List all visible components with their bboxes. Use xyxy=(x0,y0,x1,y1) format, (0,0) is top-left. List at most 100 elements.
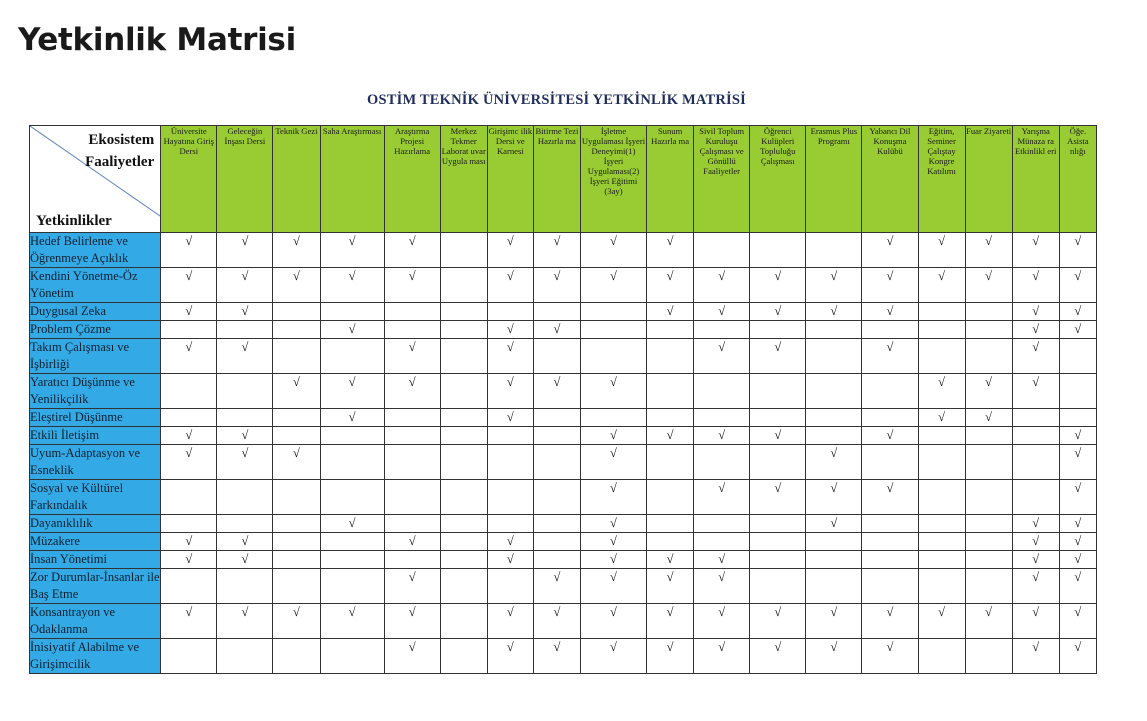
check-cell: √ xyxy=(805,302,863,321)
check-cell: √ xyxy=(1058,232,1098,268)
column-header: Merkez Tekmer Laborat uvar Uygula ması xyxy=(439,125,488,233)
empty-cell xyxy=(646,479,695,515)
check-cell: √ xyxy=(1011,550,1060,569)
check-cell: √ xyxy=(383,338,441,374)
empty-cell xyxy=(693,514,751,533)
empty-cell xyxy=(216,568,274,604)
check-cell: √ xyxy=(160,603,218,639)
check-cell: √ xyxy=(1011,338,1060,374)
check-cell: √ xyxy=(646,603,695,639)
empty-cell xyxy=(1011,426,1060,445)
diagonal-divider xyxy=(30,126,160,232)
empty-cell xyxy=(861,568,919,604)
empty-cell xyxy=(486,568,534,604)
empty-cell xyxy=(917,338,966,374)
empty-cell xyxy=(693,532,751,551)
check-cell: √ xyxy=(964,408,1013,427)
check-cell: √ xyxy=(216,444,274,480)
row-header: Konsantrayon ve Odaklanma xyxy=(28,603,162,639)
check-cell: √ xyxy=(160,302,218,321)
empty-cell xyxy=(861,514,919,533)
check-cell: √ xyxy=(646,426,695,445)
table-row: Uyum-Adaptasyon ve Esneklik √ √ √ √ √ √ xyxy=(28,444,1098,480)
check-cell: √ xyxy=(1058,426,1098,445)
check-cell: √ xyxy=(1058,267,1098,303)
empty-cell xyxy=(964,550,1013,569)
empty-cell xyxy=(805,373,863,409)
check-cell: √ xyxy=(160,338,218,374)
check-cell: √ xyxy=(383,603,441,639)
check-cell: √ xyxy=(964,267,1013,303)
empty-cell xyxy=(216,514,274,533)
column-header: Geleceğin İnşası Dersi xyxy=(216,125,274,233)
check-cell: √ xyxy=(1058,603,1098,639)
empty-cell xyxy=(486,514,534,533)
check-cell: √ xyxy=(319,320,385,339)
check-cell: √ xyxy=(805,267,863,303)
empty-cell xyxy=(805,426,863,445)
empty-cell xyxy=(749,320,807,339)
check-cell: √ xyxy=(532,603,581,639)
check-cell: √ xyxy=(272,267,321,303)
empty-cell xyxy=(383,444,441,480)
check-cell: √ xyxy=(579,568,648,604)
check-cell: √ xyxy=(160,267,218,303)
check-cell: √ xyxy=(486,267,534,303)
row-header: Takım Çalışması ve İşbirliği xyxy=(28,338,162,374)
check-cell: √ xyxy=(216,426,274,445)
corner-yetkinlikler-label: Yetkinlikler xyxy=(36,213,112,229)
table-row: Müzakere √ √ √ √ √ √ √ xyxy=(28,532,1098,551)
column-header: Girişimc ilik Dersi ve Karnesi xyxy=(486,125,534,233)
table-row: Sosyal ve Kültürel Farkındalık √ √ √ √ √ √ xyxy=(28,479,1098,515)
empty-cell xyxy=(272,426,321,445)
check-cell: √ xyxy=(861,232,919,268)
check-cell: √ xyxy=(579,603,648,639)
empty-cell xyxy=(272,638,321,674)
empty-cell xyxy=(319,638,385,674)
check-cell: √ xyxy=(272,603,321,639)
empty-cell xyxy=(216,479,274,515)
empty-cell xyxy=(160,514,218,533)
empty-cell xyxy=(439,232,488,268)
empty-cell xyxy=(805,320,863,339)
check-cell: √ xyxy=(216,232,274,268)
check-cell: √ xyxy=(646,568,695,604)
check-cell: √ xyxy=(160,426,218,445)
check-cell: √ xyxy=(532,568,581,604)
empty-cell xyxy=(917,479,966,515)
empty-cell xyxy=(160,408,218,427)
empty-cell xyxy=(439,426,488,445)
empty-cell xyxy=(272,550,321,569)
empty-cell xyxy=(749,532,807,551)
column-header: Sivil Toplum Kuruluşu Çalışması ve Gönül… xyxy=(693,125,751,233)
check-cell: √ xyxy=(486,232,534,268)
column-header: Üniversite Hayatına Giriş Dersi xyxy=(160,125,218,233)
check-cell: √ xyxy=(216,267,274,303)
check-cell: √ xyxy=(693,603,751,639)
empty-cell xyxy=(749,514,807,533)
check-cell: √ xyxy=(272,232,321,268)
check-cell: √ xyxy=(1058,302,1098,321)
empty-cell xyxy=(272,514,321,533)
column-header: Bitirme Tezi Hazırla ma xyxy=(532,125,581,233)
empty-cell xyxy=(439,479,488,515)
check-cell: √ xyxy=(917,373,966,409)
table-row: Hedef Belirleme ve Öğrenmeye Açıklık √ √ √ √… xyxy=(28,232,1098,268)
empty-cell xyxy=(964,444,1013,480)
check-cell: √ xyxy=(486,603,534,639)
empty-cell xyxy=(861,550,919,569)
check-cell: √ xyxy=(486,638,534,674)
check-cell: √ xyxy=(1011,373,1060,409)
check-cell: √ xyxy=(749,338,807,374)
check-cell: √ xyxy=(1058,638,1098,674)
empty-cell xyxy=(917,444,966,480)
row-header: Kendini Yönetme-Öz Yönetim xyxy=(28,267,162,303)
table-row: Kendini Yönetme-Öz Yönetim √ √ √ √ √ √ √ √ √ √ √ √ √ √… xyxy=(28,267,1098,303)
empty-cell xyxy=(646,338,695,374)
empty-cell xyxy=(917,302,966,321)
check-cell: √ xyxy=(1058,444,1098,480)
page-title: Yetkinlik Matrisi xyxy=(18,22,296,58)
check-cell: √ xyxy=(749,267,807,303)
empty-cell xyxy=(917,320,966,339)
empty-cell xyxy=(964,302,1013,321)
